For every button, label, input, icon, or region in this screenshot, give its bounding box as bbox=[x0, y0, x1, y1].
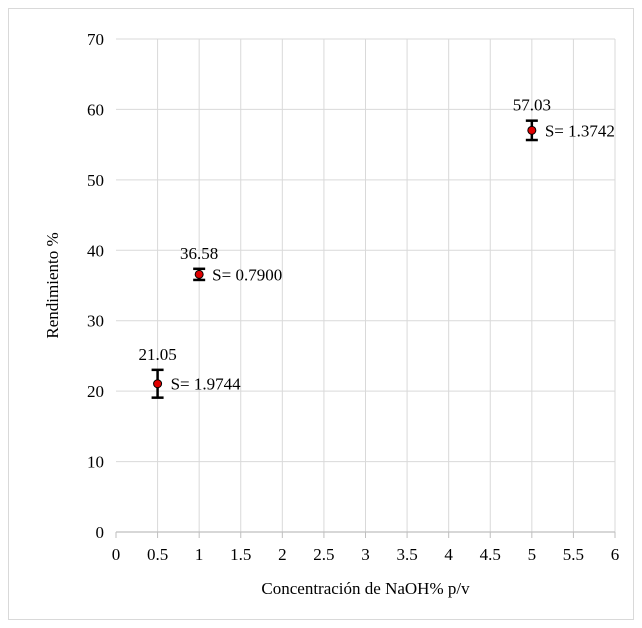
x-tick-label: 0 bbox=[112, 545, 121, 564]
x-axis-title: Concentración de NaOH% p/v bbox=[261, 579, 470, 598]
data-point-marker bbox=[194, 269, 204, 279]
data-value-label: 57.03 bbox=[513, 96, 551, 115]
x-tick-label: 1 bbox=[195, 545, 204, 564]
x-tick-label: 5.5 bbox=[563, 545, 584, 564]
data-points: 21.05 S= 1.9744 36.58 S= 0.7900 57.03 S= 1.37… bbox=[138, 96, 615, 399]
data-point-marker bbox=[527, 125, 537, 135]
y-tick-label: 10 bbox=[87, 453, 104, 472]
data-point-group: 57.03 S= 1.3742 bbox=[513, 96, 615, 142]
y-tick-label: 30 bbox=[87, 312, 104, 331]
y-tick-label: 70 bbox=[87, 30, 104, 49]
x-tick-label: 3 bbox=[361, 545, 370, 564]
axes bbox=[115, 531, 616, 538]
x-tick-label: 2.5 bbox=[313, 545, 334, 564]
x-tick-label: 4.5 bbox=[480, 545, 501, 564]
y-tick-label: 20 bbox=[87, 382, 104, 401]
data-point-group: 21.05 S= 1.9744 bbox=[138, 345, 242, 399]
y-tick-label: 50 bbox=[87, 171, 104, 190]
x-tick-label: 2 bbox=[278, 545, 287, 564]
data-point-group: 36.58 S= 0.7900 bbox=[180, 244, 282, 285]
sd-label: S= 1.9744 bbox=[171, 375, 242, 394]
x-tick-label: 6 bbox=[611, 545, 620, 564]
y-tick-labels: 0 10 20 30 40 50 60 70 bbox=[87, 30, 104, 542]
y-tick-label: 0 bbox=[96, 523, 105, 542]
sd-label: S= 0.7900 bbox=[212, 265, 282, 284]
data-point-marker bbox=[153, 379, 163, 389]
data-value-label: 21.05 bbox=[138, 345, 176, 364]
y-axis-title: Rendimiento % bbox=[43, 232, 62, 338]
x-tick-label: 1.5 bbox=[230, 545, 251, 564]
x-tick-label: 4 bbox=[444, 545, 453, 564]
chart-frame bbox=[8, 8, 634, 620]
x-tick-label: 5 bbox=[528, 545, 537, 564]
sd-label: S= 1.3742 bbox=[545, 121, 615, 140]
x-tick-label: 0.5 bbox=[147, 545, 168, 564]
y-tick-label: 60 bbox=[87, 100, 104, 119]
x-tick-labels: 0 0.5 1 1.5 2 2.5 3 3.5 4 4.5 5 5.5 6 bbox=[112, 545, 620, 564]
data-value-label: 36.58 bbox=[180, 244, 218, 263]
y-tick-label: 40 bbox=[87, 241, 104, 260]
x-tick-label: 3.5 bbox=[396, 545, 417, 564]
